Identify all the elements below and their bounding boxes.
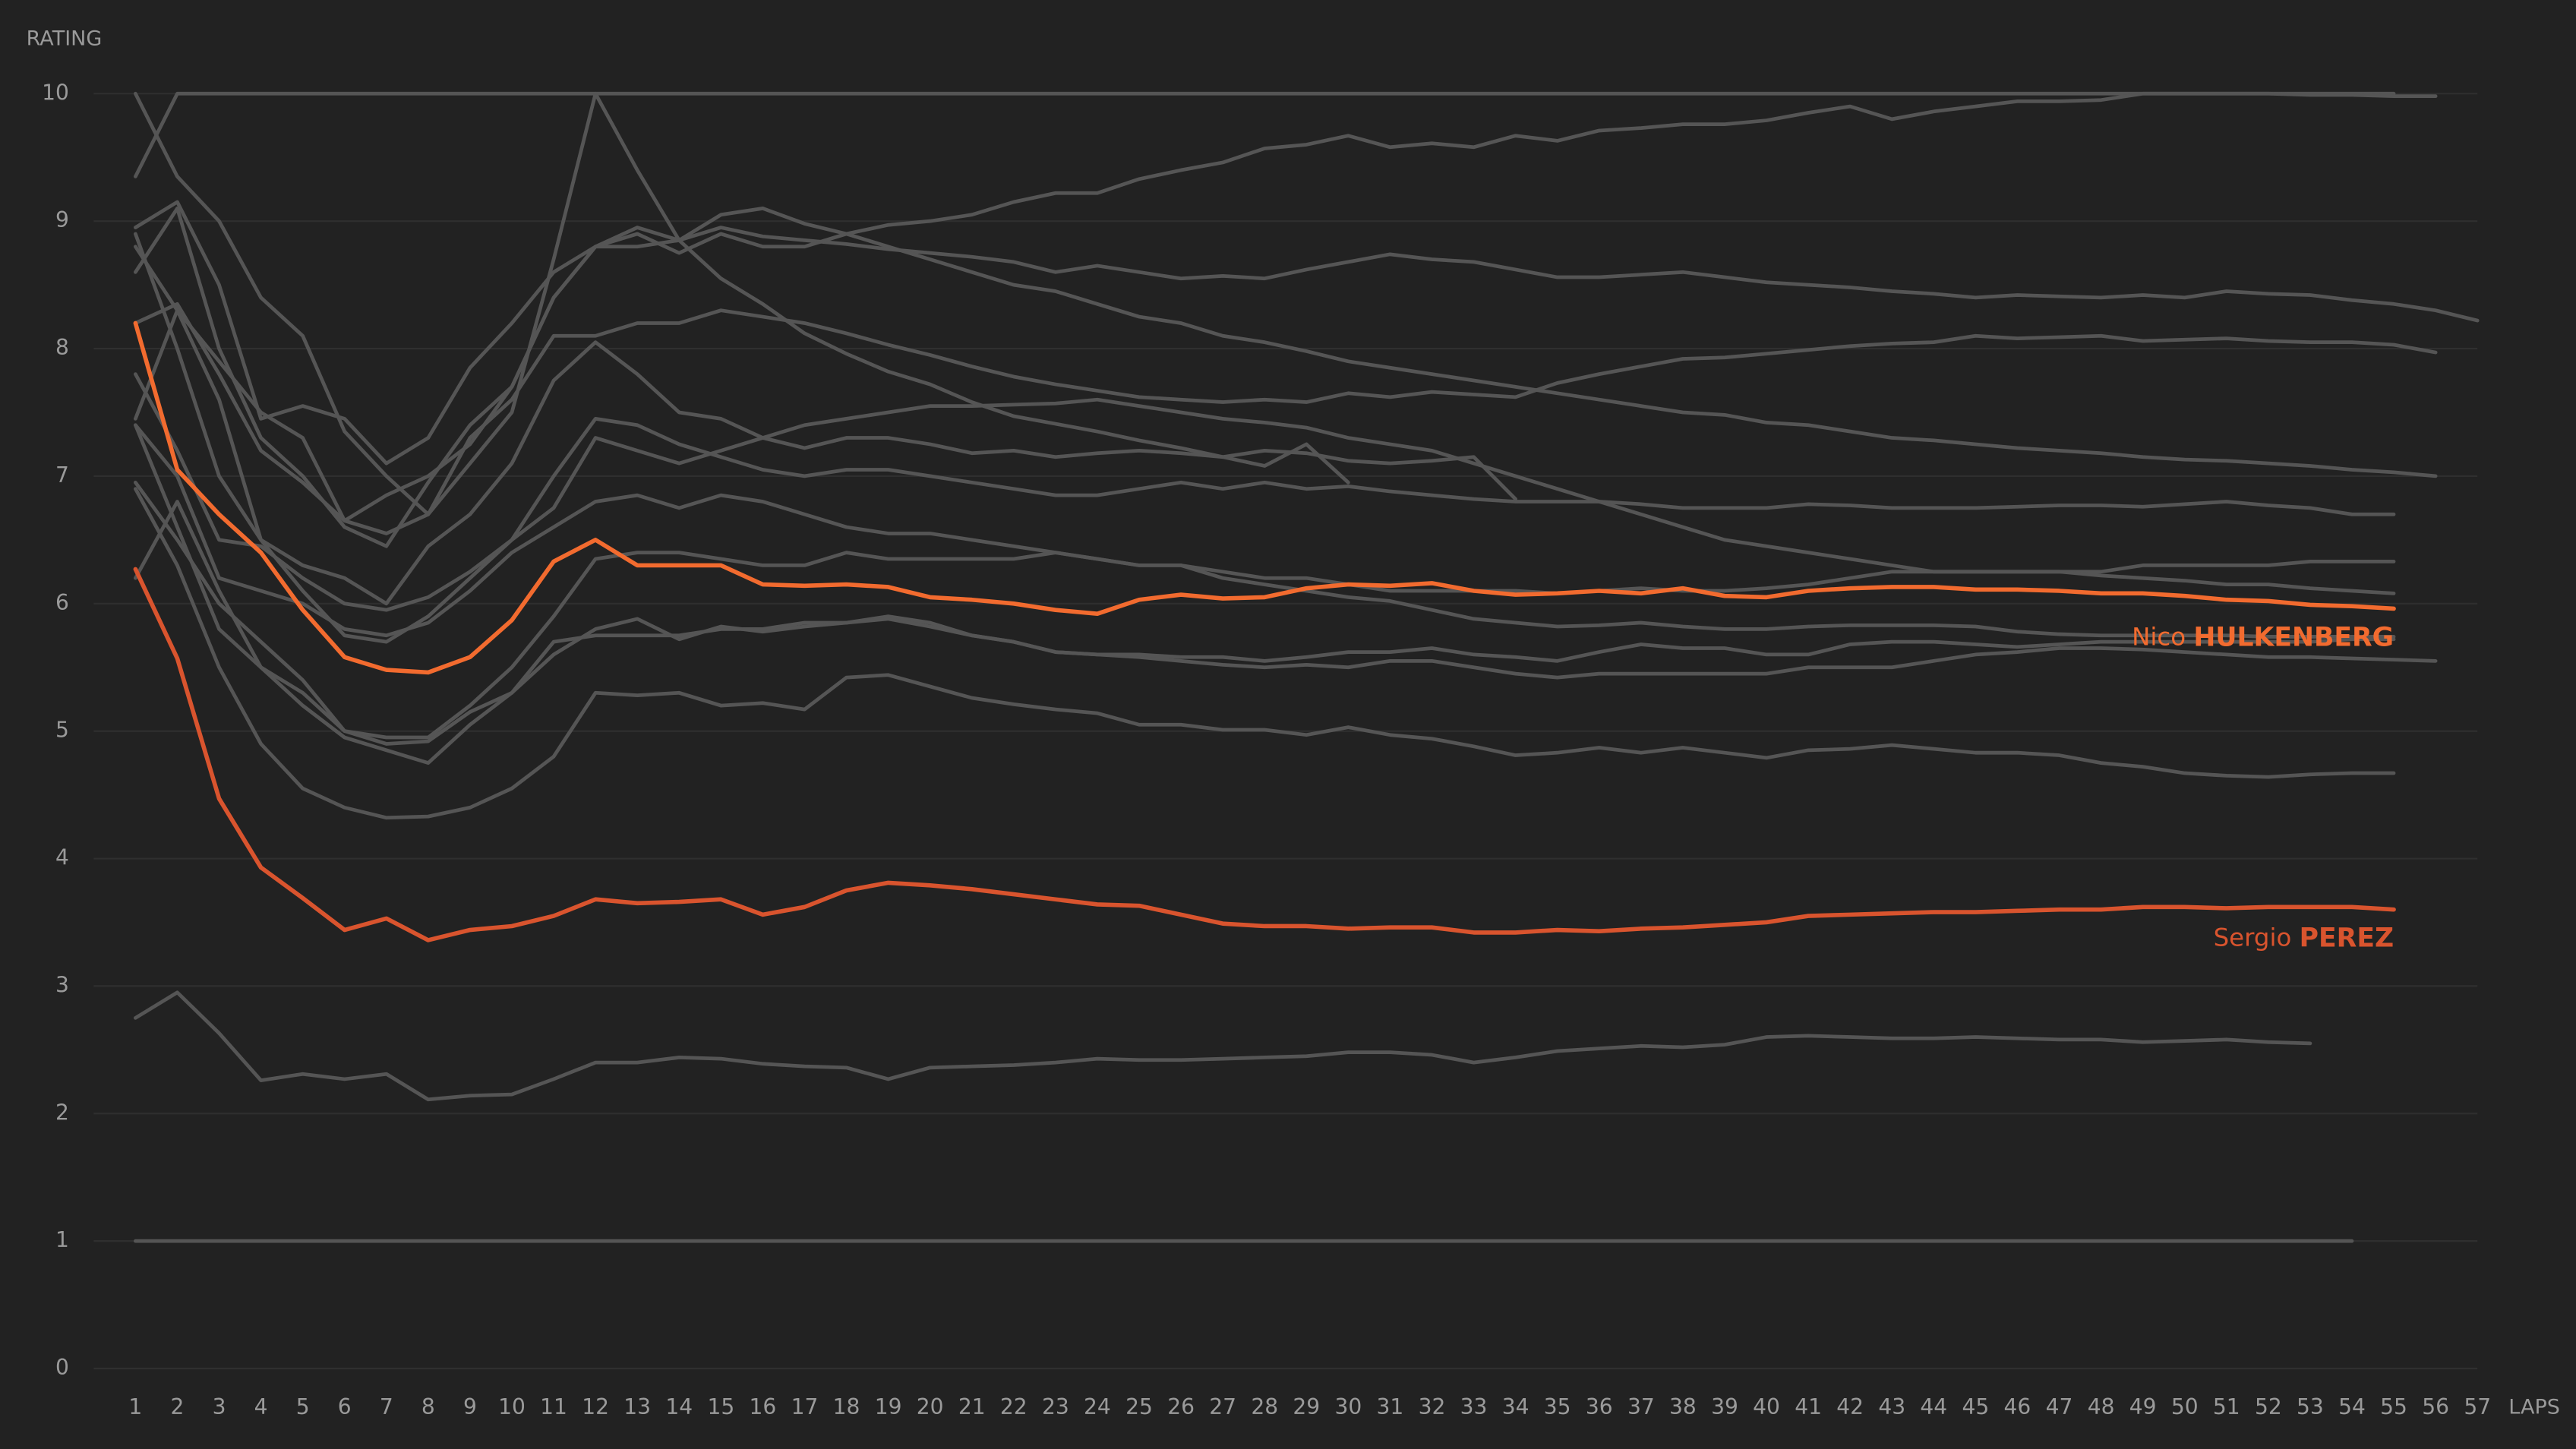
x-tick-label: 42	[1836, 1394, 1864, 1419]
driver-line	[134, 91, 2396, 178]
x-tick-label: 4	[254, 1394, 268, 1419]
x-tick-label: 6	[338, 1394, 352, 1419]
x-tick-label: 19	[875, 1394, 902, 1419]
driver-line	[134, 487, 2396, 820]
lines	[133, 91, 2480, 1243]
x-tick-label: 36	[1586, 1394, 1613, 1419]
y-tick-label: 0	[55, 1355, 69, 1380]
x-tick-label: 51	[2213, 1394, 2240, 1419]
x-tick-label: 35	[1544, 1394, 1571, 1419]
x-tick-label: 30	[1334, 1394, 1362, 1419]
x-tick-label: 55	[2380, 1394, 2407, 1419]
x-tick-label: 1	[128, 1394, 142, 1419]
x-tick-label: 14	[665, 1394, 693, 1419]
driver-line	[134, 423, 2396, 638]
driver-line	[134, 423, 2396, 740]
y-tick-label: 6	[55, 590, 69, 615]
x-tick-label: 7	[380, 1394, 393, 1419]
x-tick-label: 52	[2255, 1394, 2282, 1419]
labels: Sergio PEREZ Nico HULKENBERG	[2132, 622, 2394, 953]
x-tick-label: 25	[1125, 1394, 1153, 1419]
y-tick-label: 4	[55, 845, 69, 870]
x-tick-label: 50	[2171, 1394, 2199, 1419]
y-tick-label: 9	[55, 207, 69, 232]
x-tick-label: 31	[1377, 1394, 1404, 1419]
driver-line	[134, 232, 2438, 523]
x-tick-label: 47	[2046, 1394, 2073, 1419]
x-tick-label: 10	[498, 1394, 526, 1419]
x-tick-label: 12	[582, 1394, 609, 1419]
x-tick-label: 32	[1419, 1394, 1446, 1419]
x-tick-label: 13	[623, 1394, 651, 1419]
x-tick-label: 27	[1209, 1394, 1236, 1419]
x-tick-label: 57	[2464, 1394, 2491, 1419]
x-tick-label: 44	[1920, 1394, 1947, 1419]
x-tick-label: 41	[1795, 1394, 1822, 1419]
driver-line	[134, 990, 2312, 1102]
x-tick-label: 23	[1042, 1394, 1069, 1419]
x-tick-label: 5	[296, 1394, 310, 1419]
x-tick-label: 9	[463, 1394, 477, 1419]
x-tick-label: 33	[1460, 1394, 1488, 1419]
x-tick-label: 34	[1502, 1394, 1530, 1419]
y-axis-title: RATING	[27, 27, 103, 50]
y-tick-label: 3	[55, 972, 69, 997]
x-axis-title: LAPS	[2508, 1395, 2560, 1419]
x-tick-label: 18	[833, 1394, 860, 1419]
y-tick-label: 7	[55, 462, 69, 488]
x-tick-label: 15	[707, 1394, 734, 1419]
x-tick-label: 56	[2422, 1394, 2449, 1419]
x-tick-label: 43	[1878, 1394, 1905, 1419]
x-tick-label: 28	[1251, 1394, 1278, 1419]
x-tick-label: 38	[1669, 1394, 1697, 1419]
x-tick-label: 2	[170, 1394, 184, 1419]
x-tick-label: 46	[2004, 1394, 2031, 1419]
x-tick-label: 8	[421, 1394, 435, 1419]
x-tick-label: 53	[2297, 1394, 2324, 1419]
x-tick-label: 11	[540, 1394, 567, 1419]
y-tick-label: 5	[55, 718, 69, 743]
series-label: Nico HULKENBERG	[2132, 622, 2394, 652]
driver-line	[134, 245, 1518, 606]
x-tick-label: 29	[1293, 1394, 1320, 1419]
x-tick-label: 39	[1711, 1394, 1738, 1419]
x-tick-label: 24	[1084, 1394, 1111, 1419]
driver-line	[134, 480, 2396, 746]
x-tick-label: 17	[791, 1394, 819, 1419]
y-tick-label: 10	[42, 80, 69, 105]
x-tick-label: 37	[1627, 1394, 1655, 1419]
y-tick-label: 1	[55, 1227, 69, 1252]
x-tick-label: 20	[917, 1394, 944, 1419]
x-tick-label: 49	[2129, 1394, 2157, 1419]
series-label: Sergio PEREZ	[2214, 923, 2394, 954]
x-tick-label: 22	[1000, 1394, 1028, 1419]
x-tick-label: 40	[1753, 1394, 1780, 1419]
highlight-line	[133, 320, 2396, 675]
x-tick-label: 21	[958, 1394, 986, 1419]
y-tick-label: 2	[55, 1100, 69, 1125]
x-tick-label: 3	[213, 1394, 226, 1419]
x-tick-label: 54	[2338, 1394, 2366, 1419]
highlight-line	[133, 567, 2396, 942]
driver-line	[134, 91, 2438, 466]
x-tick-label: 45	[1962, 1394, 1989, 1419]
y-tick-label: 8	[55, 335, 69, 360]
x-tick-label: 16	[750, 1394, 777, 1419]
x-tick-label: 48	[2088, 1394, 2115, 1419]
driver-line	[134, 91, 1350, 535]
x-tick-label: 26	[1167, 1394, 1195, 1419]
